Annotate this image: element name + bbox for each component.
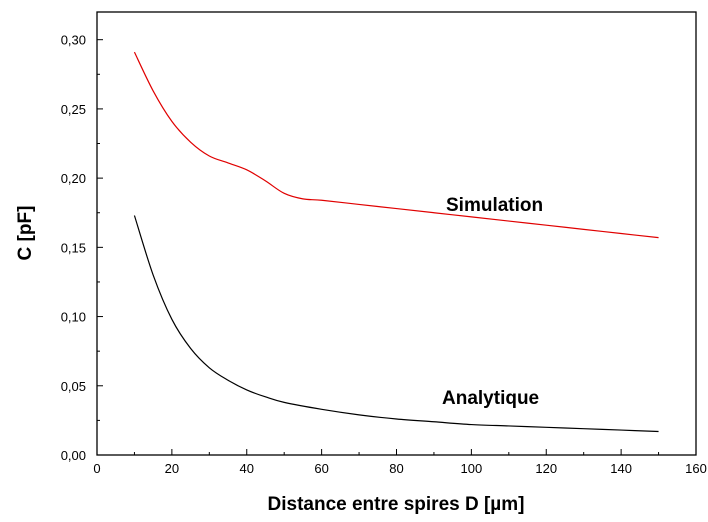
x-axis-title: Distance entre spires D [µm] bbox=[268, 494, 525, 515]
plot-area bbox=[96, 11, 697, 456]
y-tick-label: 0,30 bbox=[61, 33, 86, 48]
x-tick-label: 20 bbox=[165, 461, 179, 476]
y-tick-label: 0,10 bbox=[61, 310, 86, 325]
y-tick-label: 0,25 bbox=[61, 102, 86, 117]
y-axis-ticks: 0,00 0,05 0,10 0,15 0,20 0,25 0,30 bbox=[61, 33, 103, 463]
series-line-analytique bbox=[133, 215, 659, 433]
series-label-simulation: Simulation bbox=[446, 195, 543, 216]
x-tick-label: 0 bbox=[93, 461, 100, 476]
y-tick-label: 0,05 bbox=[61, 379, 86, 394]
x-tick-label: 40 bbox=[240, 461, 254, 476]
series-lines bbox=[133, 51, 659, 433]
y-tick-label: 0,20 bbox=[61, 171, 86, 186]
x-tick-label: 80 bbox=[389, 461, 403, 476]
series-line-simulation bbox=[133, 51, 659, 239]
x-axis-ticks: 0 20 40 60 80 100 120 140 160 bbox=[93, 449, 707, 476]
x-tick-label: 120 bbox=[535, 461, 557, 476]
x-tick-label: 100 bbox=[461, 461, 483, 476]
x-tick-label: 140 bbox=[610, 461, 632, 476]
y-tick-label: 0,00 bbox=[61, 448, 86, 463]
x-tick-label: 160 bbox=[685, 461, 707, 476]
y-tick-label: 0,15 bbox=[61, 240, 86, 255]
x-tick-label: 60 bbox=[314, 461, 328, 476]
y-axis-title: C [pF] bbox=[15, 206, 36, 261]
series-label-analytique: Analytique bbox=[442, 388, 539, 409]
